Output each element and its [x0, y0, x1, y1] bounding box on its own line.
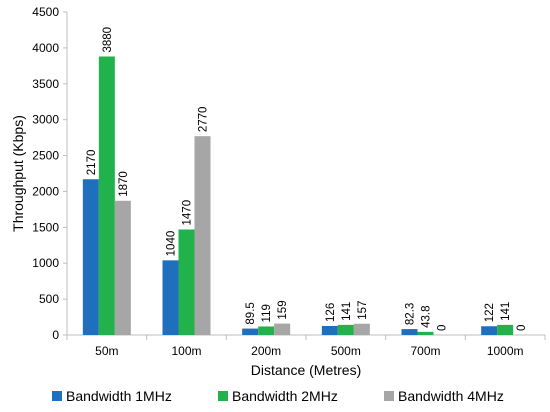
y-tick-label: 2000: [32, 184, 59, 198]
bars: [82, 56, 514, 335]
bar-bandwidth-2mhz-50m: [98, 56, 115, 335]
bar-bandwidth-1mhz-100m: [162, 260, 179, 335]
y-tick-label: 0: [52, 328, 59, 342]
bar-bandwidth-1mhz-50m: [82, 179, 99, 335]
legend: Bandwidth 1MHz Bandwidth 2MHz Bandwidth 4M…: [52, 388, 504, 404]
legend-label: Bandwidth 4MHz: [398, 388, 504, 404]
y-tick-label: 1500: [32, 220, 59, 234]
data-label: 1040: [166, 231, 178, 257]
x-tick-label: 700m: [410, 344, 440, 358]
bar-bandwidth-2mhz-1000m: [497, 324, 514, 335]
data-label: 3880: [102, 27, 114, 53]
legend-swatch-bandwidth-1mhz: [52, 391, 62, 401]
x-tick-label: 500m: [331, 344, 361, 358]
bar-bandwidth-2mhz-700m: [417, 331, 434, 335]
data-label: 43.8: [421, 305, 433, 327]
data-label: 119: [261, 304, 273, 322]
data-label: 141: [341, 302, 353, 321]
data-label: 159: [277, 300, 289, 319]
bar-bandwidth-1mhz-1000m: [481, 326, 498, 335]
bar-bandwidth-4mhz-200m: [274, 323, 291, 335]
bar-bandwidth-1mhz-200m: [242, 328, 259, 335]
bar-bandwidth-4mhz-50m: [114, 200, 131, 335]
x-tick-label: 1000m: [487, 344, 524, 358]
data-label: 126: [325, 303, 337, 322]
y-tick-label: 4000: [32, 41, 59, 55]
x-axis-title: Distance (Metres): [251, 362, 361, 378]
legend-swatch-bandwidth-2mhz: [218, 391, 228, 401]
bar-bandwidth-1mhz-700m: [401, 329, 418, 335]
y-tick-label: 2500: [32, 149, 59, 163]
data-label: 122: [484, 303, 496, 322]
data-label: 2770: [198, 107, 210, 133]
y-tick-label: 3000: [32, 113, 59, 127]
x-axis-ticks: 50m 100m 200m 500m 700m 1000m: [66, 335, 546, 358]
data-label: 89.5: [245, 302, 257, 324]
data-labels: 2170 3880 1870 1040 1470 2770 89.5 119 159 126 141…: [86, 27, 528, 331]
bar-bandwidth-2mhz-500m: [337, 324, 354, 335]
bar-bandwidth-4mhz-500m: [353, 323, 370, 335]
y-axis-title: Throughput (Kbps): [10, 115, 26, 232]
y-tick-label: 1000: [32, 256, 59, 270]
bar-bandwidth-2mhz-100m: [178, 229, 195, 335]
data-label: 0: [437, 325, 449, 331]
data-label: 0: [516, 325, 528, 331]
y-tick-label: 500: [39, 292, 59, 306]
bar-bandwidth-4mhz-100m: [194, 136, 211, 335]
data-label: 157: [357, 301, 369, 320]
legend-swatch-bandwidth-4mhz: [384, 391, 394, 401]
x-tick-label: 200m: [251, 344, 281, 358]
data-label: 2170: [86, 150, 98, 176]
data-label: 1870: [118, 171, 130, 197]
data-label: 82.3: [405, 303, 417, 325]
legend-label: Bandwidth 2MHz: [232, 388, 338, 404]
y-tick-label: 4500: [32, 5, 59, 19]
y-axis-ticks: 0 500 1000 1500 2000 2500 3000 3500 4000 4500: [32, 5, 67, 342]
x-tick-label: 50m: [95, 344, 118, 358]
data-label: 141: [500, 302, 512, 321]
data-label: 1470: [182, 200, 194, 226]
y-tick-label: 3500: [32, 77, 59, 91]
x-tick-label: 100m: [171, 344, 201, 358]
bar-bandwidth-1mhz-500m: [321, 325, 338, 335]
bar-bandwidth-2mhz-200m: [258, 326, 275, 335]
legend-label: Bandwidth 1MHz: [66, 388, 172, 404]
